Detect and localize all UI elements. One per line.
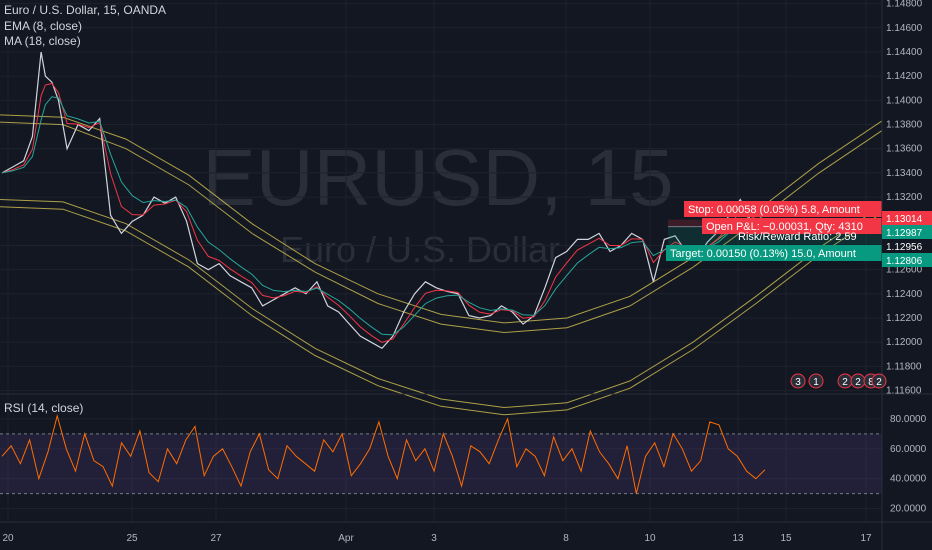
ma-legend[interactable]: MA (18, close) (4, 34, 81, 48)
price-tick-label: 1.12400 (886, 289, 923, 300)
event-marker (808, 373, 824, 389)
stop-price-tag: 1.13014 (886, 214, 923, 225)
stop-label: Stop: 0.00058 (0.05%) 5.8, Amount (688, 204, 860, 216)
symbol-watermark: EURUSD, 15 Euro / U.S. Dollar (202, 133, 673, 270)
ma-line (1, 96, 763, 336)
time-tick-label: 10 (644, 533, 656, 544)
rsi-pane (0, 413, 882, 495)
time-tick-label: 20 (2, 533, 14, 544)
target-price-tag: 1.12806 (886, 256, 923, 267)
time-tick-label: 15 (780, 533, 792, 544)
envelope-band-3 (0, 199, 883, 409)
time-tick-label: Apr (338, 533, 354, 544)
time-tick-label: 27 (210, 533, 222, 544)
ema-line (1, 82, 763, 343)
price-tick-label: 1.12000 (886, 337, 923, 348)
price-tick-label: 1.14600 (886, 23, 923, 34)
rsi-legend[interactable]: RSI (14, close) (4, 401, 84, 415)
entry-price-tag: 1.12956 (886, 242, 923, 253)
rsi-tick-label: 20.0000 (890, 504, 927, 515)
price-line (1, 51, 763, 350)
time-tick-label: 13 (732, 533, 744, 544)
price-tick-label: 1.14200 (886, 71, 923, 82)
watermark-symbol: EURUSD, 15 (202, 133, 673, 222)
price-tick-label: 1.13400 (886, 168, 923, 179)
symbol-legend[interactable]: Euro / U.S. Dollar, 15, OANDA (4, 3, 167, 17)
target-label: Target: 0.00150 (0.13%) 15.0, Amount (670, 248, 856, 260)
current-price-tag: 1.12987 (886, 228, 923, 239)
price-tick-label: 1.14800 (886, 0, 923, 10)
rsi-tick-label: 80.0000 (890, 414, 927, 425)
target-label-box (666, 245, 882, 261)
event-marker-count: 8 (868, 377, 874, 388)
price-series (1, 51, 763, 350)
target-price-tag-tag (882, 253, 932, 267)
envelope-band-1 (0, 121, 883, 334)
price-tick-label: 1.11800 (886, 361, 922, 372)
stop-label-box (684, 201, 882, 217)
event-marker-count: 2 (855, 377, 861, 388)
event-marker-count: 1 (813, 377, 819, 388)
event-marker (790, 373, 806, 389)
price-tick-label: 1.14400 (886, 47, 923, 58)
grid (0, 0, 882, 522)
envelope-bands (0, 114, 883, 416)
rsi-tick-label: 40.0000 (890, 474, 927, 485)
event-marker-count: 2 (876, 377, 882, 388)
event-marker-count: 3 (795, 377, 801, 388)
time-tick-label: 25 (126, 533, 138, 544)
pnl-label: Open P&L: −0.00031, Qty: 4310 (706, 221, 863, 233)
price-tick-label: 1.13800 (886, 120, 923, 131)
pnl-label-box (702, 218, 882, 234)
price-tick-label: 1.12600 (886, 265, 923, 276)
price-tick-label: 1.13200 (886, 192, 923, 203)
rsi-tick-label: 60.0000 (890, 444, 927, 455)
ema-legend[interactable]: EMA (8, close) (4, 19, 83, 33)
risk-reward-label: Risk/Reward Ratio: 2.59 (738, 231, 857, 243)
event-marker-count: 2 (842, 377, 848, 388)
rsi-line (1, 413, 766, 494)
price-tick-label: 1.13600 (886, 144, 923, 155)
stop-price-tag-tag (882, 211, 932, 225)
watermark-name: Euro / U.S. Dollar (280, 229, 560, 270)
price-tick-label: 1.12200 (886, 313, 923, 324)
time-tick-label: 8 (563, 533, 569, 544)
entry-price-tag-tag (882, 239, 932, 253)
event-marker (871, 373, 887, 389)
price-tick-label: 1.11600 (886, 386, 922, 397)
time-tick-label: 17 (860, 533, 872, 544)
current-price-tag-tag (882, 225, 932, 239)
time-tick-label: 3 (431, 533, 437, 544)
position-tool[interactable]: Stop: 0.00058 (0.05%) 5.8, Amount Open P&… (666, 201, 882, 261)
envelope-band-4 (0, 206, 883, 416)
price-tick-label: 1.14000 (886, 95, 923, 106)
